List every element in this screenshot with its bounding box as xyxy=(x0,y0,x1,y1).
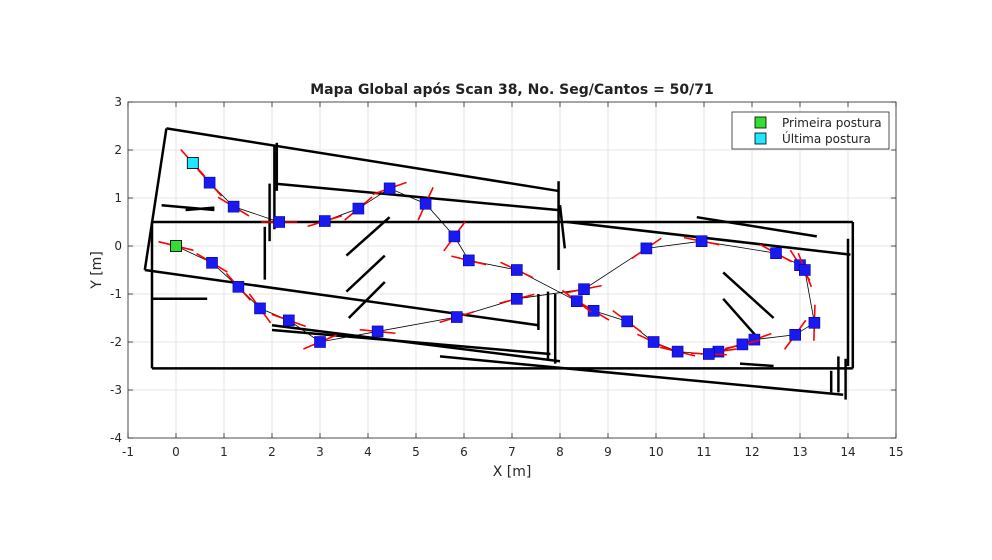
pose-marker xyxy=(578,283,590,296)
x-tick-label: 9 xyxy=(604,445,612,459)
pose-marker xyxy=(647,336,660,348)
legend-label-last-pose: Última postura xyxy=(782,131,871,146)
pose-marker xyxy=(736,338,749,351)
x-tick-label: -1 xyxy=(122,445,134,459)
y-tick-label: -3 xyxy=(110,383,122,397)
pose-marker xyxy=(206,256,218,269)
y-axis-label: Y [m] xyxy=(89,251,105,290)
x-tick-label: 6 xyxy=(460,445,468,459)
pose-marker xyxy=(640,242,653,255)
pose-marker xyxy=(450,311,463,323)
wall-segment xyxy=(166,127,558,193)
map-walls xyxy=(143,127,855,400)
x-tick-label: 5 xyxy=(412,445,420,459)
x-tick-label: 10 xyxy=(648,445,663,459)
x-tick-label: 12 xyxy=(744,445,759,459)
wall-segment xyxy=(271,323,561,363)
wall-segment xyxy=(722,297,761,341)
wall-segment xyxy=(274,182,558,212)
pose-marker xyxy=(587,304,600,317)
pose-marker xyxy=(232,280,245,293)
x-tick-label: 0 xyxy=(172,445,180,459)
wall-segment xyxy=(144,268,539,327)
x-tick-label: 11 xyxy=(696,445,711,459)
x-tick-label: 2 xyxy=(268,445,276,459)
pose-marker xyxy=(621,315,634,328)
first-pose-marker xyxy=(170,240,182,252)
pose-marker xyxy=(282,314,295,327)
pose-marker xyxy=(671,345,684,358)
pose-marker xyxy=(748,333,761,346)
wall-segment xyxy=(739,362,774,368)
wall-segment xyxy=(347,281,386,319)
y-tick-label: 1 xyxy=(114,191,122,205)
pose-marker xyxy=(770,247,782,259)
wall-segment xyxy=(696,215,817,238)
x-tick-label: 7 xyxy=(508,445,516,459)
pose-marker xyxy=(273,216,286,228)
pose-marker xyxy=(318,215,331,227)
y-tick-label: -2 xyxy=(110,335,122,349)
x-tick-label: 4 xyxy=(364,445,372,459)
pose-marker xyxy=(798,264,811,276)
poses xyxy=(158,149,821,360)
wall-segment xyxy=(567,220,851,256)
pose-marker xyxy=(789,328,802,341)
x-tick-label: 1 xyxy=(220,445,228,459)
wall-segment xyxy=(558,205,567,249)
pose-marker xyxy=(314,336,326,348)
x-axis-label: X [m] xyxy=(493,464,532,480)
pose-marker xyxy=(419,197,432,210)
x-tick-label: 15 xyxy=(888,445,903,459)
pose-marker xyxy=(448,230,461,243)
pose-marker xyxy=(695,235,708,247)
y-tick-label: 0 xyxy=(114,239,122,253)
legend-marker-first-pose xyxy=(754,116,767,129)
x-tick-label: 14 xyxy=(840,445,855,459)
pose-marker xyxy=(702,348,715,360)
y-tick-label: -1 xyxy=(110,287,122,301)
y-tick-label: 2 xyxy=(114,143,122,157)
chart-title: Mapa Global após Scan 38, No. Seg/Cantos… xyxy=(310,82,714,98)
wall-segment xyxy=(185,206,215,212)
pose-marker xyxy=(510,264,523,276)
y-tick-label: -4 xyxy=(110,431,122,445)
pose-marker xyxy=(203,176,216,189)
pose-marker xyxy=(570,295,583,308)
wall-segment xyxy=(722,271,775,319)
wall-segment xyxy=(143,128,168,271)
legend-label-first-pose: Primeira postura xyxy=(782,116,882,130)
x-tick-label: 8 xyxy=(556,445,564,459)
pose-marker xyxy=(462,254,475,267)
pose-marker xyxy=(510,292,523,305)
pose-marker xyxy=(383,182,396,195)
last-pose-marker xyxy=(186,157,199,169)
pose-marker xyxy=(352,202,365,215)
legend: Primeira postura Última postura xyxy=(731,111,890,150)
pose-marker xyxy=(371,325,384,338)
pose-marker xyxy=(808,316,821,329)
x-tick-label: 13 xyxy=(792,445,807,459)
wall-segment xyxy=(439,355,844,397)
wall-segment xyxy=(345,216,391,257)
pose-marker xyxy=(227,200,240,213)
wall-segment xyxy=(345,254,386,293)
y-tick-label: 3 xyxy=(114,95,122,109)
x-tick-label: 3 xyxy=(316,445,324,459)
pose-marker xyxy=(254,302,266,315)
legend-marker-last-pose xyxy=(754,132,767,145)
